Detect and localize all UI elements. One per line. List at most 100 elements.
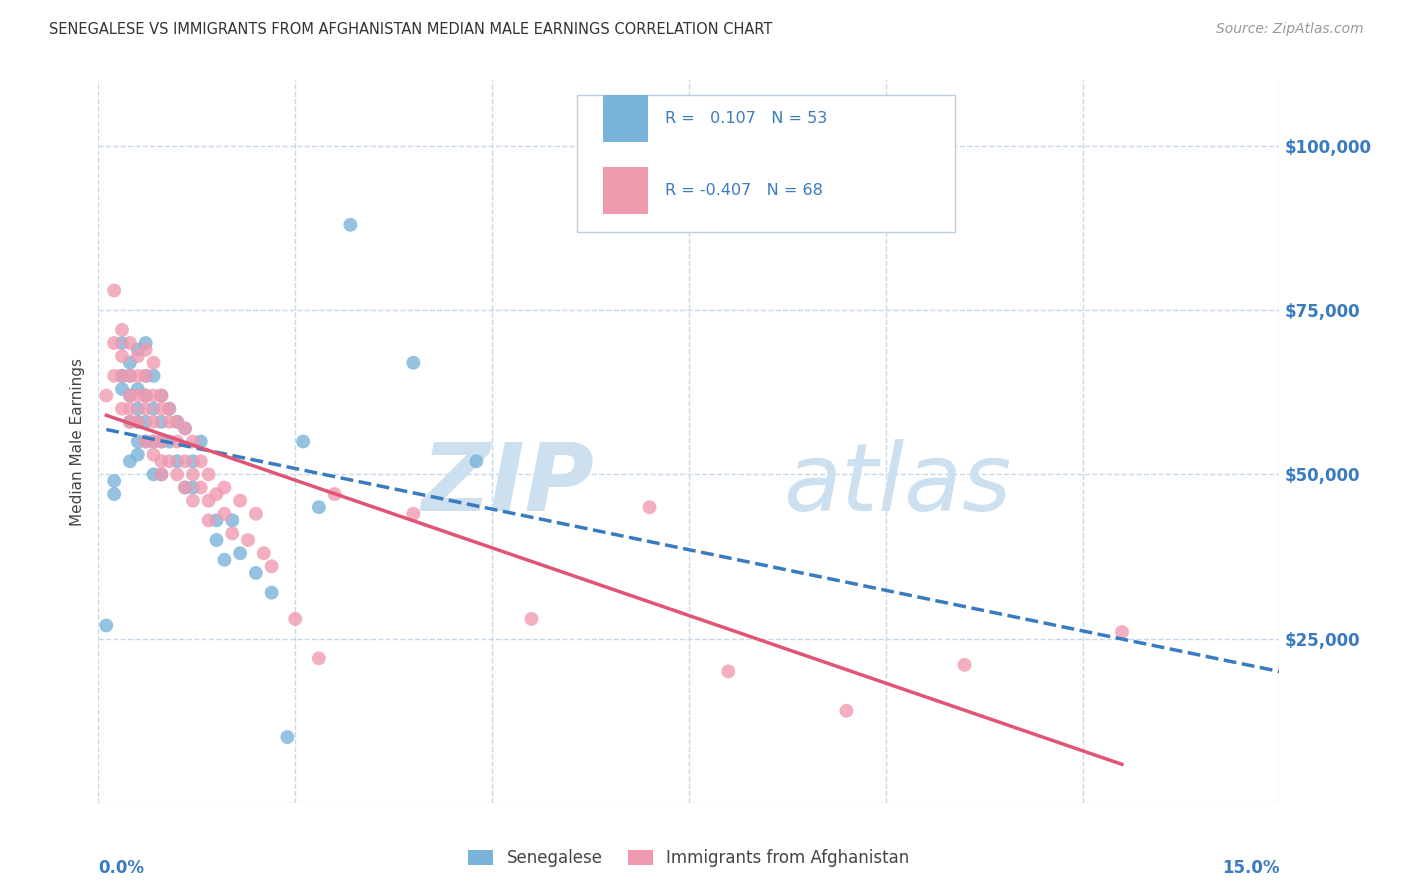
Point <box>135 368 157 383</box>
Point <box>166 434 188 449</box>
Point <box>135 388 157 402</box>
Point <box>245 566 267 580</box>
Point <box>253 546 276 560</box>
Point <box>197 493 219 508</box>
Point <box>190 434 212 449</box>
Point <box>260 585 283 599</box>
Point <box>118 415 141 429</box>
Point <box>236 533 259 547</box>
Point <box>520 612 543 626</box>
Text: atlas: atlas <box>783 440 1012 531</box>
Point <box>260 559 283 574</box>
Point <box>127 343 149 357</box>
Point <box>127 448 149 462</box>
Text: Source: ZipAtlas.com: Source: ZipAtlas.com <box>1216 22 1364 37</box>
Point <box>229 493 252 508</box>
Text: 0.0%: 0.0% <box>98 859 145 877</box>
Point <box>118 336 141 351</box>
Point <box>638 500 661 515</box>
Point <box>150 401 173 416</box>
Point <box>402 356 425 370</box>
Point <box>142 356 165 370</box>
Point <box>174 421 197 435</box>
Text: SENEGALESE VS IMMIGRANTS FROM AFGHANISTAN MEDIAN MALE EARNINGS CORRELATION CHART: SENEGALESE VS IMMIGRANTS FROM AFGHANISTA… <box>49 22 772 37</box>
Point <box>150 388 173 402</box>
Point <box>214 507 236 521</box>
Point <box>127 401 149 416</box>
Bar <box>603 167 648 214</box>
Y-axis label: Median Male Earnings: Median Male Earnings <box>70 358 86 525</box>
Point <box>127 382 149 396</box>
Point <box>308 651 330 665</box>
Point <box>205 533 228 547</box>
Point <box>118 454 141 468</box>
Point <box>402 507 425 521</box>
Point <box>118 388 141 402</box>
Text: R =   0.107   N = 53: R = 0.107 N = 53 <box>665 111 828 126</box>
Point <box>205 513 228 527</box>
Point <box>166 415 188 429</box>
Point <box>111 368 134 383</box>
Point <box>157 434 180 449</box>
Point <box>135 388 157 402</box>
Point <box>103 368 125 383</box>
Point <box>229 546 252 560</box>
Point <box>118 388 141 402</box>
Point <box>127 415 149 429</box>
Point <box>135 336 157 351</box>
Point <box>174 454 197 468</box>
Point <box>190 454 212 468</box>
Point <box>308 500 330 515</box>
Point <box>953 657 976 672</box>
Point <box>221 513 243 527</box>
Point <box>127 388 149 402</box>
Point <box>166 454 188 468</box>
Point <box>142 434 165 449</box>
Point <box>127 368 149 383</box>
Point <box>135 343 157 357</box>
Point <box>135 434 157 449</box>
Point <box>96 388 118 402</box>
Point <box>157 401 180 416</box>
Point <box>111 368 134 383</box>
Point <box>111 323 134 337</box>
Point <box>103 284 125 298</box>
Point <box>118 415 141 429</box>
Point <box>284 612 307 626</box>
Point <box>142 401 165 416</box>
Point <box>142 388 165 402</box>
Point <box>150 467 173 482</box>
Point <box>150 467 173 482</box>
Point <box>111 349 134 363</box>
Point <box>111 336 134 351</box>
Point <box>323 487 346 501</box>
Point <box>135 415 157 429</box>
Point <box>142 434 165 449</box>
Point <box>465 454 488 468</box>
Point <box>292 434 315 449</box>
Point <box>174 481 197 495</box>
Point <box>157 415 180 429</box>
Point <box>221 526 243 541</box>
Point <box>174 481 197 495</box>
Point <box>245 507 267 521</box>
Point <box>181 467 204 482</box>
Point <box>118 356 141 370</box>
Point <box>103 474 125 488</box>
Point <box>181 493 204 508</box>
Point <box>190 481 212 495</box>
Point <box>135 368 157 383</box>
Point <box>127 415 149 429</box>
Point <box>103 487 125 501</box>
Point <box>111 368 134 383</box>
Point <box>174 421 197 435</box>
Point <box>142 448 165 462</box>
Point <box>197 513 219 527</box>
Point <box>214 481 236 495</box>
Point <box>103 336 125 351</box>
Point <box>118 368 141 383</box>
Point <box>127 349 149 363</box>
Point <box>157 454 180 468</box>
Point <box>150 434 173 449</box>
Point <box>142 368 165 383</box>
